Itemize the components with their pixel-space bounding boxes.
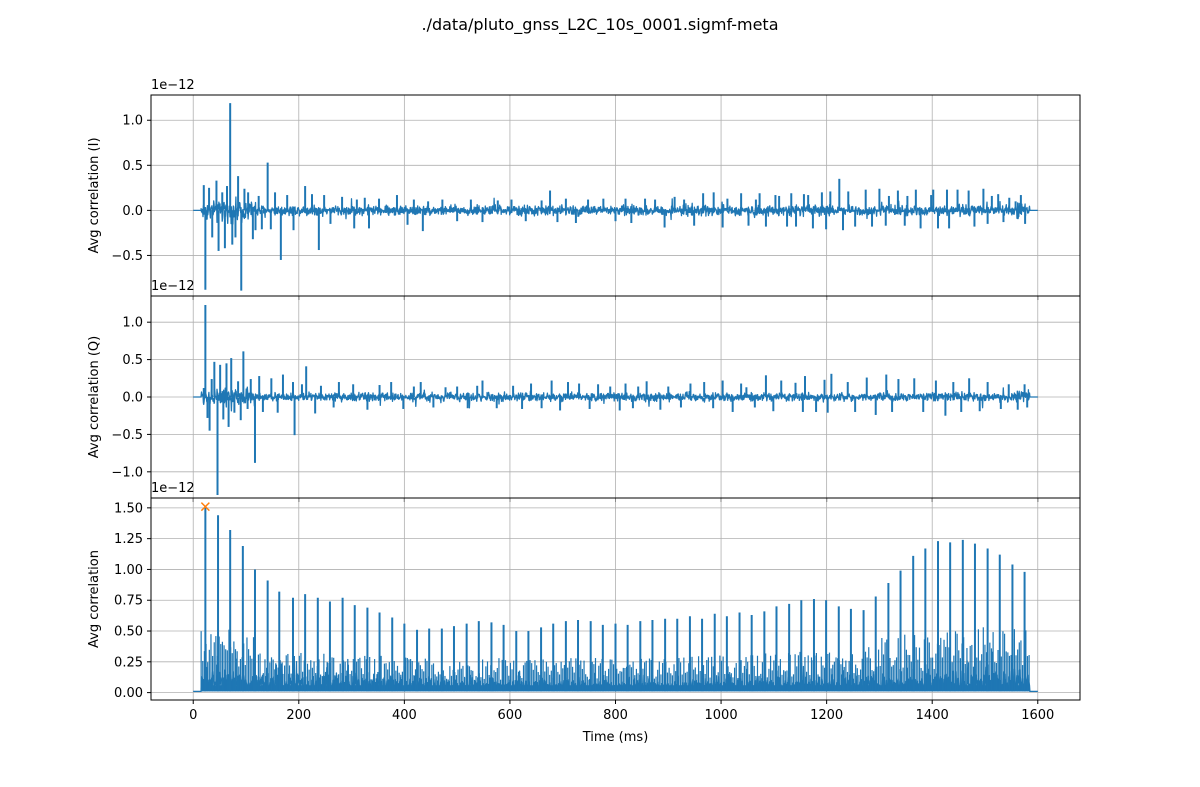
x-tick-label: 0 (189, 708, 197, 723)
y-axis-label: Avg correlation (I) (87, 137, 102, 253)
y-tick-label: 0.25 (114, 655, 143, 670)
x-axis-label: Time (ms) (582, 730, 649, 745)
series-group (193, 304, 1038, 496)
y-tick-label: 1.25 (114, 532, 143, 547)
panel-avg-correlation: 0 200 400 600 800 1000 1200 1400 1600 0.00 0.25 0.5… (87, 481, 1081, 745)
y-tick-label: 1.0 (122, 316, 143, 331)
y-tick-label: −1.0 (111, 465, 143, 480)
y-tick-label: 0.5 (122, 159, 143, 174)
y-tick-label: 0.5 (122, 353, 143, 368)
markers-group (200, 502, 210, 512)
offset-text: 1e−12 (151, 78, 195, 93)
y-tick-label: −0.5 (111, 428, 143, 443)
y-tick-label: 0.00 (114, 686, 143, 701)
max-marker (200, 502, 210, 512)
offset-text: 1e−12 (151, 481, 195, 496)
y-tick-label: 0.0 (122, 391, 143, 406)
y-tick-label: 1.0 (122, 114, 143, 129)
y-tick-label: 1.50 (114, 501, 143, 516)
x-tick-label: 600 (498, 708, 523, 723)
y-tick-label: 1.00 (114, 563, 143, 578)
x-tick-label: 200 (286, 708, 311, 723)
x-tick-label: 1000 (705, 708, 738, 723)
offset-text: 1e−12 (151, 279, 195, 294)
tick-group: 0 200 400 600 800 1000 1200 1400 1600 0.00 0.25 0.5… (114, 501, 1054, 723)
x-tick-label: 1400 (916, 708, 949, 723)
series-group (193, 506, 1038, 693)
y-tick-label: 0.75 (114, 594, 143, 609)
y-tick-label: −0.5 (111, 249, 143, 264)
x-tick-label: 1200 (810, 708, 843, 723)
x-tick-label: 400 (392, 708, 417, 723)
figure-title: ./data/pluto_gnss_L2C_10s_0001.sigmf-met… (421, 15, 778, 35)
series-group (193, 103, 1038, 291)
y-axis-label: Avg correlation (Q) (87, 336, 102, 458)
y-tick-label: 0.50 (114, 625, 143, 640)
y-tick-label: 0.0 (122, 204, 143, 219)
y-axis-label: Avg correlation (87, 550, 102, 648)
x-tick-label: 800 (603, 708, 628, 723)
x-tick-label: 1600 (1021, 708, 1054, 723)
